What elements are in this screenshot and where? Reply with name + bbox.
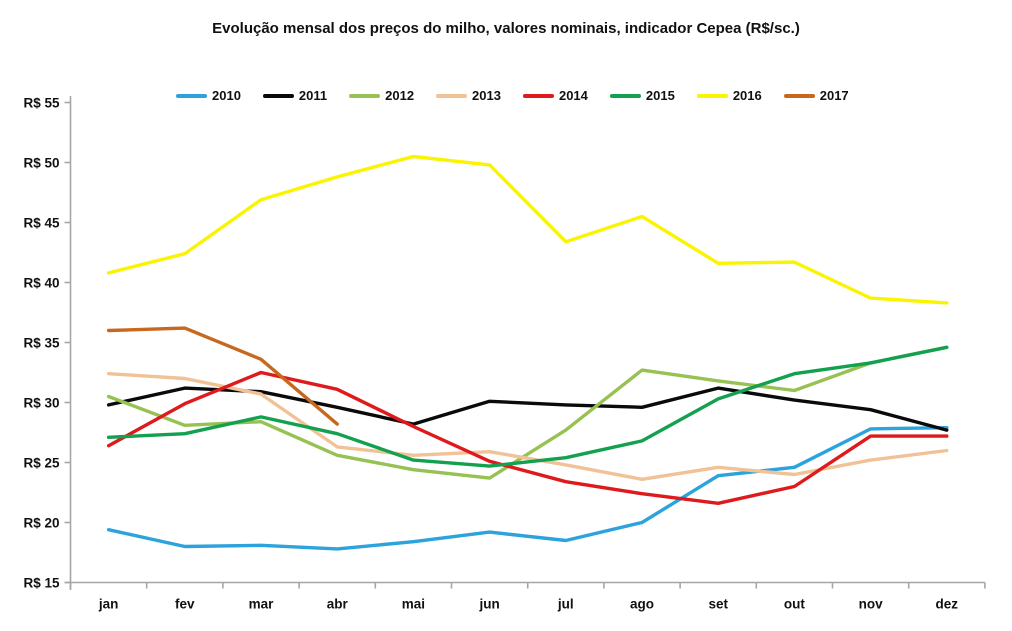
legend-label: 2014: [558, 88, 588, 103]
legend-label: 2017: [819, 88, 849, 103]
legend-swatch-2016: [696, 93, 728, 98]
y-axis-label: R$ 55: [23, 96, 60, 111]
legend-swatch-2011: [262, 93, 294, 98]
legend-item-2014: 2014: [522, 88, 588, 103]
chart-title: Evolução mensal dos preços do milho, val…: [212, 20, 800, 37]
x-axis-label: fev: [175, 597, 195, 612]
series-line-2014: [106, 370, 949, 505]
legend-label: 2010: [212, 88, 241, 103]
legend-item-2012: 2012: [349, 88, 414, 103]
legend-swatch-2015: [609, 93, 641, 98]
legend-label: 2015: [645, 88, 675, 103]
x-axis-label: set: [708, 597, 728, 612]
x-axis-label: jul: [557, 597, 574, 612]
series-line-2017: [106, 326, 339, 426]
x-axis-label: mar: [249, 597, 275, 612]
x-axis-label: nov: [859, 597, 883, 612]
legend-item-2015: 2015: [609, 88, 675, 103]
x-axis-label: abr: [327, 597, 349, 612]
legend-label: 2012: [385, 88, 415, 103]
y-axis-label: R$ 45: [23, 216, 60, 231]
legend: 2010 2011 2012 2013 2014 2015 2016 2017: [176, 88, 849, 103]
y-axis-label: R$ 50: [23, 156, 59, 171]
series-line-2015: [106, 345, 949, 468]
x-axis-label: dez: [936, 597, 959, 612]
y-axis-label: R$ 15: [23, 576, 60, 591]
legend-item-2013: 2013: [436, 88, 501, 103]
y-axis-label: R$ 40: [23, 276, 59, 291]
legend-swatch-2012: [349, 93, 381, 98]
legend-label: 2011: [298, 88, 328, 103]
x-axis-label: jun: [478, 597, 499, 612]
legend-item-2010: 2010: [176, 88, 241, 103]
series-line-2013: [106, 372, 949, 481]
legend-item-2011: 2011: [262, 88, 328, 103]
series-line-2012: [106, 345, 949, 480]
x-axis-label: jan: [98, 597, 119, 612]
legend-label: 2016: [732, 88, 762, 103]
x-axis-label: mai: [402, 597, 425, 612]
y-axis-label: R$ 25: [23, 456, 60, 471]
y-axis-label: R$ 30: [23, 396, 59, 411]
legend-item-2017: 2017: [783, 88, 849, 103]
legend-swatch-2010: [176, 93, 207, 98]
y-axis-label: R$ 20: [23, 516, 59, 531]
legend-item-2016: 2016: [696, 88, 762, 103]
x-axis-label: ago: [630, 597, 654, 612]
legend-swatch-2014: [522, 93, 554, 98]
series-line-2010: [106, 426, 949, 551]
y-axis-label: R$ 35: [23, 336, 60, 351]
series-line-2016: [106, 154, 949, 305]
x-axis-label: out: [784, 597, 805, 612]
legend-swatch-2017: [783, 93, 815, 98]
legend-label: 2013: [472, 88, 501, 103]
legend-swatch-2013: [436, 93, 468, 98]
